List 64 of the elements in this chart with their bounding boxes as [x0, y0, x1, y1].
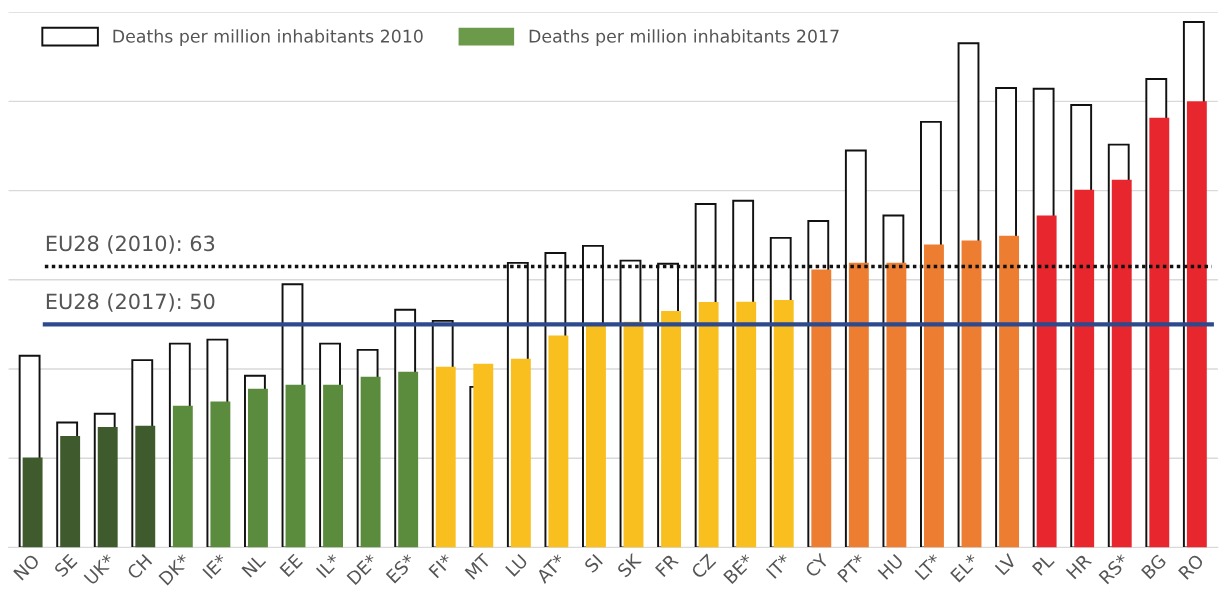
x-tick-label: BG [1140, 553, 1167, 580]
x-tick-label: SI [583, 553, 604, 574]
x-tick-label: SK [616, 552, 643, 578]
x-tick-label: BE* [722, 552, 754, 585]
bar [1149, 117, 1170, 548]
bar [1186, 101, 1207, 548]
x-tick-label: CY [804, 552, 830, 579]
bar [548, 335, 569, 548]
bar [323, 384, 344, 548]
x-tick-label: FR [654, 553, 679, 578]
bar [210, 401, 231, 548]
bar [886, 262, 907, 548]
bar [135, 425, 156, 548]
x-tick-label: ES* [385, 552, 417, 584]
bar [510, 358, 531, 548]
x-tick-label: LU [505, 553, 529, 577]
x-tick-label: AT* [535, 552, 567, 584]
bar [285, 384, 306, 548]
bar [360, 376, 381, 548]
bar [247, 388, 268, 548]
bar [473, 363, 494, 548]
ref-line-label: EU28 (2010): 63 [46, 235, 215, 254]
x-tick-label: CZ [690, 553, 717, 580]
bar [97, 427, 118, 548]
x-tick-label: LV [994, 552, 1018, 576]
legend-label: Deaths per million inhabitants 2010 [113, 29, 423, 47]
x-tick-label: FI* [428, 552, 454, 579]
bar [60, 435, 81, 548]
bar [811, 269, 832, 548]
bar [1111, 179, 1132, 548]
x-tick-label: UK* [83, 552, 116, 586]
bar [1074, 189, 1095, 548]
x-tick-label: NO [12, 553, 41, 581]
x-tick-label: SE [53, 553, 78, 578]
x-tick-label: CH [126, 553, 153, 581]
x-tick-label: LT* [914, 552, 942, 581]
x-tick-label: EL* [949, 552, 980, 583]
bar [924, 244, 944, 548]
x-tick-label: IL* [315, 552, 341, 579]
bar [773, 299, 794, 548]
bar [398, 371, 419, 548]
x-tick-label: HU [877, 553, 904, 580]
bar [961, 240, 982, 548]
x-tick-label: PT* [836, 552, 867, 583]
x-tick-label: HR [1065, 553, 1093, 580]
bar [1036, 215, 1057, 548]
bar [661, 311, 682, 548]
bar [999, 235, 1020, 548]
bar [698, 302, 719, 548]
bar [435, 366, 456, 548]
x-tick-label: RS* [1098, 552, 1130, 585]
bar [172, 405, 193, 548]
x-tick-label: MT [464, 552, 492, 580]
x-tick-label: IE* [202, 552, 229, 580]
x-tick-label: RO [1177, 553, 1205, 580]
bar [736, 301, 757, 548]
bar [22, 457, 43, 548]
legend-label: Deaths per million inhabitants 2017 [529, 29, 839, 47]
ref-line-label: EU28 (2017): 50 [46, 293, 215, 312]
x-tick-label: EE [279, 553, 303, 577]
bar [848, 262, 869, 548]
x-tick-label: PL [1031, 552, 1055, 576]
x-tick-label: IT* [765, 552, 792, 579]
x-tick-label: NL [241, 552, 267, 578]
